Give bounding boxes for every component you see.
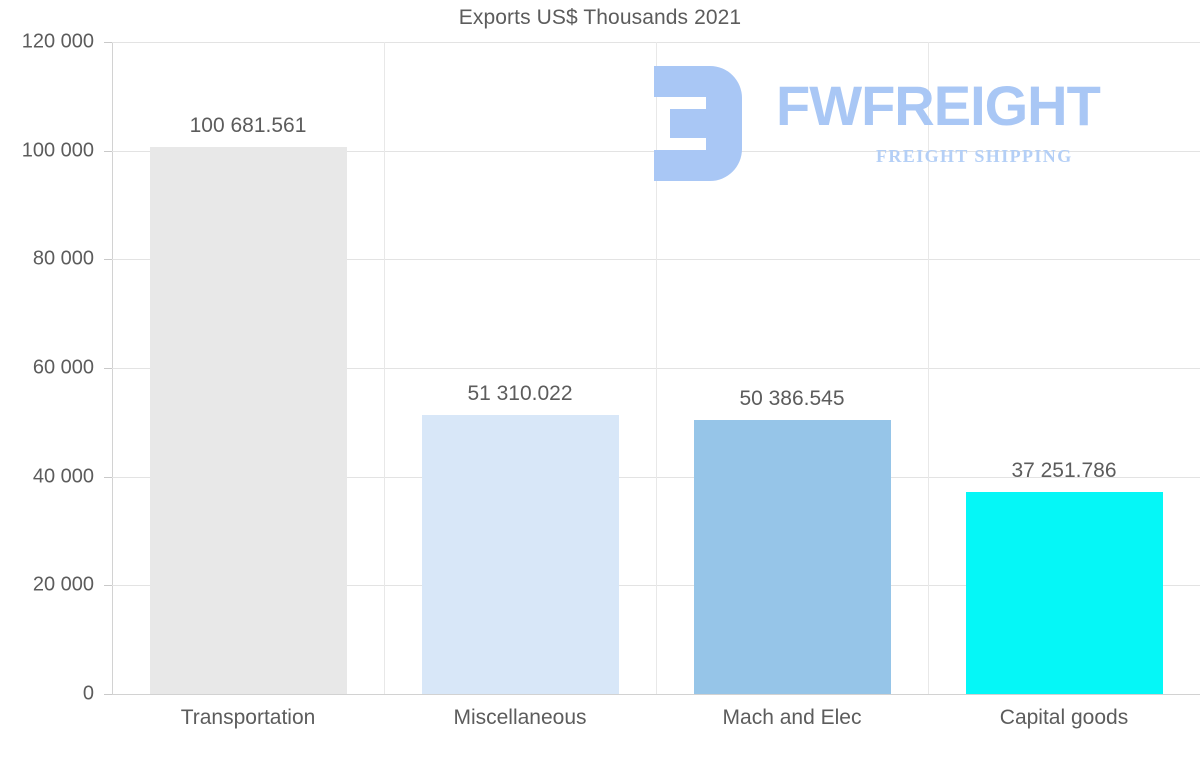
bar-value-label: 51 310.022: [467, 382, 573, 406]
y-axis-tick-label: 60 000: [32, 356, 94, 379]
x-axis-tick-label: Capital goods: [999, 706, 1129, 729]
y-axis-tick-mark: [104, 585, 112, 587]
y-axis-tick-mark: [104, 259, 112, 261]
vertical-gridline: [656, 42, 657, 694]
x-axis-tick-label: Transportation: [180, 706, 316, 729]
bar[interactable]: [150, 146, 347, 694]
y-axis-tick-mark: [104, 476, 112, 478]
y-axis-tick-mark: [104, 150, 112, 152]
y-axis-tick-mark: [104, 42, 112, 43]
y-axis-tick-label: 80 000: [32, 247, 94, 270]
y-axis-tick-mark: [104, 368, 112, 369]
bar-value-label: 50 386.545: [739, 387, 845, 411]
bar[interactable]: [694, 420, 891, 694]
x-axis-tick-label: Miscellaneous: [453, 706, 587, 729]
y-axis-tick-label: 0: [82, 682, 94, 705]
vertical-gridline: [384, 42, 385, 694]
y-axis-tick-label: 120 000: [21, 30, 94, 53]
y-axis-tick-label: 40 000: [32, 465, 94, 488]
gridline: [112, 694, 1200, 695]
y-axis-tick-label: 100 000: [21, 139, 94, 162]
bar-value-label: 100 681.561: [189, 113, 307, 137]
x-axis-tick-label: Mach and Elec: [722, 706, 862, 729]
bar[interactable]: [422, 415, 619, 694]
y-axis-tick-mark: [104, 694, 112, 695]
bar-value-label: 37 251.786: [1011, 458, 1117, 482]
vertical-gridline: [928, 42, 929, 694]
chart-title: Exports US$ Thousands 2021: [458, 6, 742, 29]
bar[interactable]: [966, 491, 1163, 694]
y-axis-tick-label: 20 000: [32, 573, 94, 596]
